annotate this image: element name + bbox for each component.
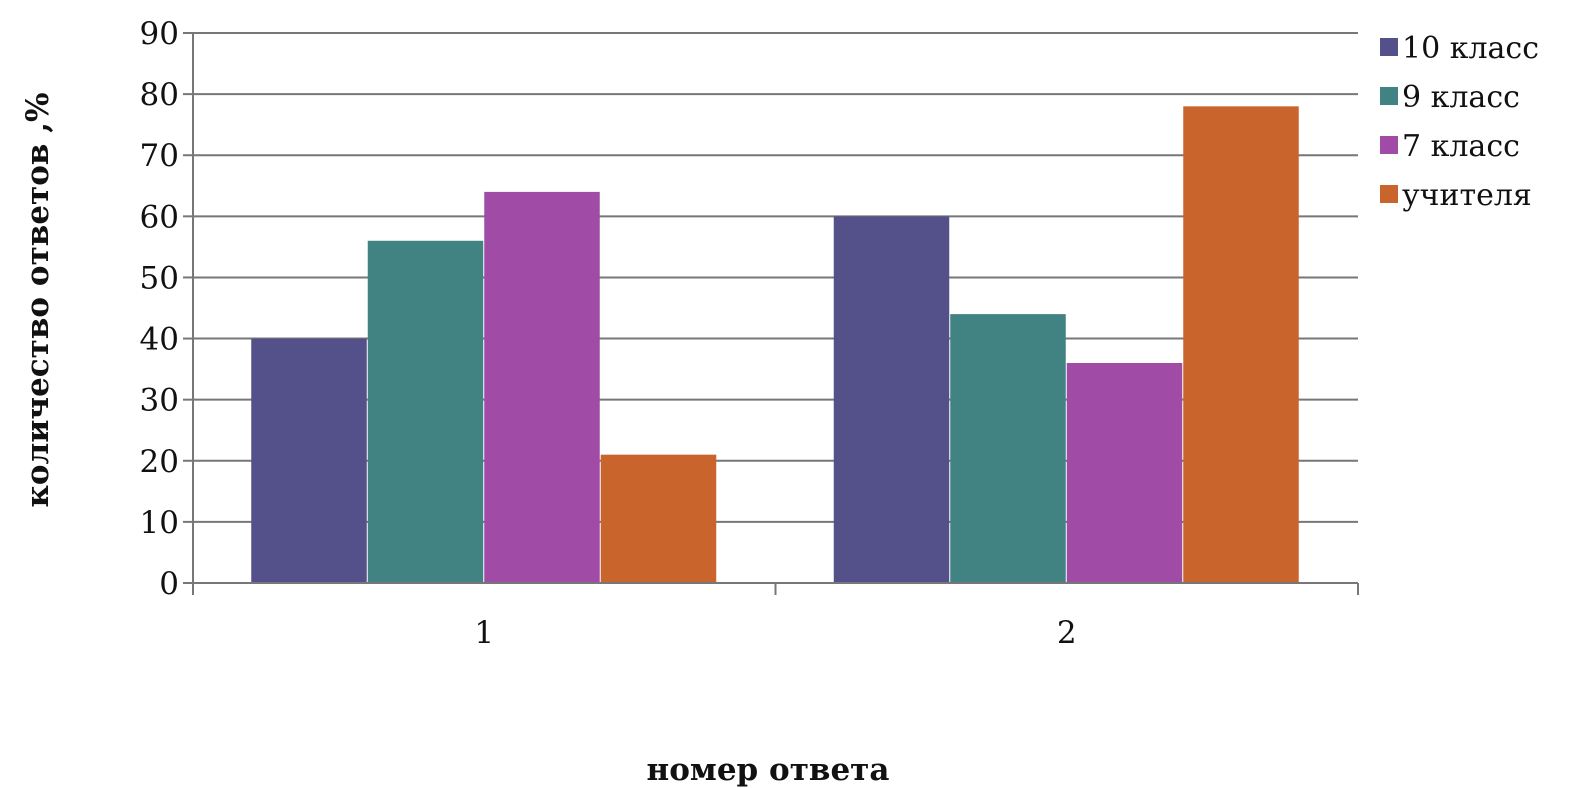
bars bbox=[251, 106, 1299, 584]
legend-label: 9 класс bbox=[1402, 80, 1520, 115]
y-tick-labels: 0 10 20 30 40 50 60 70 80 90 bbox=[140, 16, 179, 602]
y-tick-label: 80 bbox=[140, 77, 179, 113]
y-tick-label: 0 bbox=[159, 566, 179, 602]
legend-swatch bbox=[1380, 136, 1398, 154]
y-tick-label: 70 bbox=[140, 138, 179, 174]
bar bbox=[484, 191, 600, 583]
legend-swatch bbox=[1380, 185, 1398, 203]
bar bbox=[833, 216, 950, 584]
x-tick-label: 1 bbox=[474, 615, 494, 651]
y-tick-label: 20 bbox=[140, 444, 179, 480]
legend-swatch bbox=[1380, 38, 1398, 56]
bar bbox=[1183, 106, 1299, 583]
bar bbox=[1066, 363, 1183, 583]
legend-label: учителя bbox=[1402, 178, 1532, 213]
legend-swatch bbox=[1380, 87, 1398, 105]
y-tick-label: 60 bbox=[140, 199, 179, 235]
x-axis-title: номер ответа bbox=[647, 752, 890, 788]
y-tick-label: 40 bbox=[140, 322, 179, 358]
bar bbox=[600, 454, 717, 583]
y-tick-label: 90 bbox=[140, 16, 179, 52]
legend-label: 10 класс bbox=[1402, 31, 1539, 66]
x-tick-label: 2 bbox=[1057, 615, 1077, 651]
legend: 10 класс 9 класс 7 класс учителя bbox=[1380, 31, 1539, 213]
y-tick-label: 50 bbox=[140, 260, 179, 296]
bar bbox=[251, 338, 367, 583]
y-tick-label: 10 bbox=[140, 505, 179, 541]
bar bbox=[367, 240, 484, 583]
y-axis-title: количество ответов ,% bbox=[20, 92, 56, 507]
y-tick-label: 30 bbox=[140, 383, 179, 419]
bar bbox=[950, 314, 1066, 583]
axes bbox=[183, 32, 1359, 595]
legend-label: 7 класс bbox=[1402, 129, 1520, 164]
